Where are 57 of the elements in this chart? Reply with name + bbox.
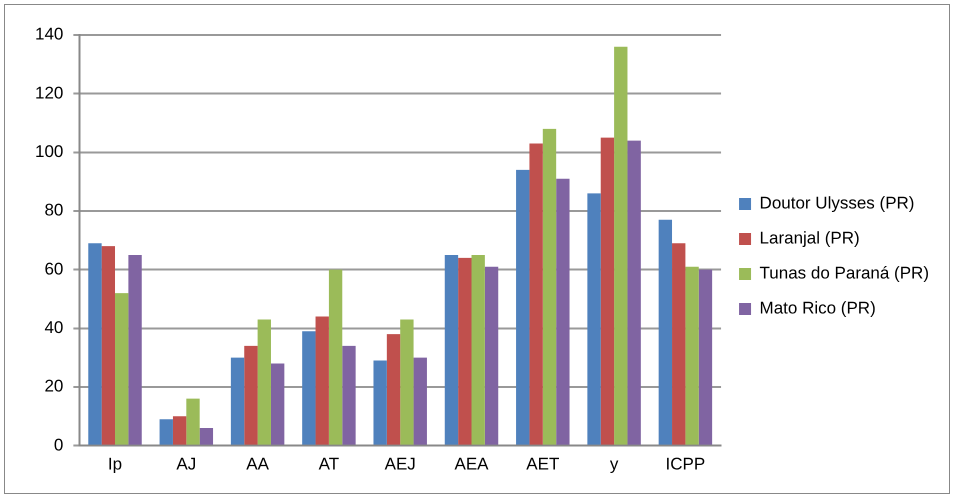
- bar: [328, 270, 342, 445]
- bar: [373, 360, 387, 445]
- x-tick-label: AEJ: [384, 454, 416, 474]
- x-tick-label: y: [610, 454, 619, 474]
- bar: [88, 243, 102, 445]
- bar: [672, 243, 686, 445]
- bar: [128, 254, 142, 445]
- bar: [400, 319, 414, 445]
- y-tick-label: 0: [54, 435, 64, 454]
- x-tick-label: AJ: [176, 454, 196, 474]
- bar: [414, 358, 427, 445]
- bar: [600, 138, 614, 445]
- bar: [200, 428, 214, 445]
- y-tick-label: 60: [44, 259, 64, 278]
- y-tick-label: 40: [44, 318, 64, 337]
- bar: [270, 363, 284, 445]
- bar: [302, 331, 316, 445]
- y-tick-label: 140: [34, 24, 64, 44]
- bar: [556, 178, 570, 445]
- bar: [458, 258, 472, 445]
- x-tick-label: AEA: [454, 454, 490, 474]
- x-tick-label: AET: [526, 454, 560, 474]
- legend-label: Doutor Ulysses (PR): [760, 194, 914, 213]
- bar: [386, 334, 400, 445]
- y-tick-label: 100: [34, 142, 64, 161]
- bar: [115, 293, 128, 445]
- bar: [342, 346, 356, 445]
- bar: [529, 144, 543, 445]
- bar: [444, 254, 458, 445]
- bar: [186, 398, 200, 445]
- y-tick-label: 80: [44, 200, 64, 220]
- legend-label: Mato Rico (PR): [760, 298, 876, 318]
- y-tick-label: 120: [34, 83, 64, 102]
- bar: [484, 266, 498, 445]
- y-tick-label: 20: [44, 376, 64, 396]
- bar: [542, 128, 556, 445]
- bar: [244, 346, 258, 445]
- legend-label: Laranjal (PR): [760, 228, 860, 248]
- bar: [698, 270, 712, 445]
- bar: [614, 46, 628, 445]
- x-tick-label: ICPP: [666, 454, 706, 474]
- bar: [516, 170, 530, 445]
- bar: [627, 140, 641, 445]
- bar: [102, 246, 116, 445]
- bar: [160, 419, 173, 445]
- x-tick-label: AT: [318, 454, 340, 474]
- bar: [472, 254, 485, 445]
- bar: [587, 193, 601, 445]
- bar: [258, 319, 271, 445]
- legend-label: Tunas do Paraná (PR): [760, 264, 929, 283]
- bar: [658, 220, 672, 445]
- bar: [316, 316, 329, 445]
- bar: [685, 266, 699, 445]
- bar: [230, 358, 244, 445]
- x-tick-label: AA: [246, 454, 270, 474]
- x-tick-label: Ip: [108, 454, 122, 474]
- bar: [172, 416, 186, 445]
